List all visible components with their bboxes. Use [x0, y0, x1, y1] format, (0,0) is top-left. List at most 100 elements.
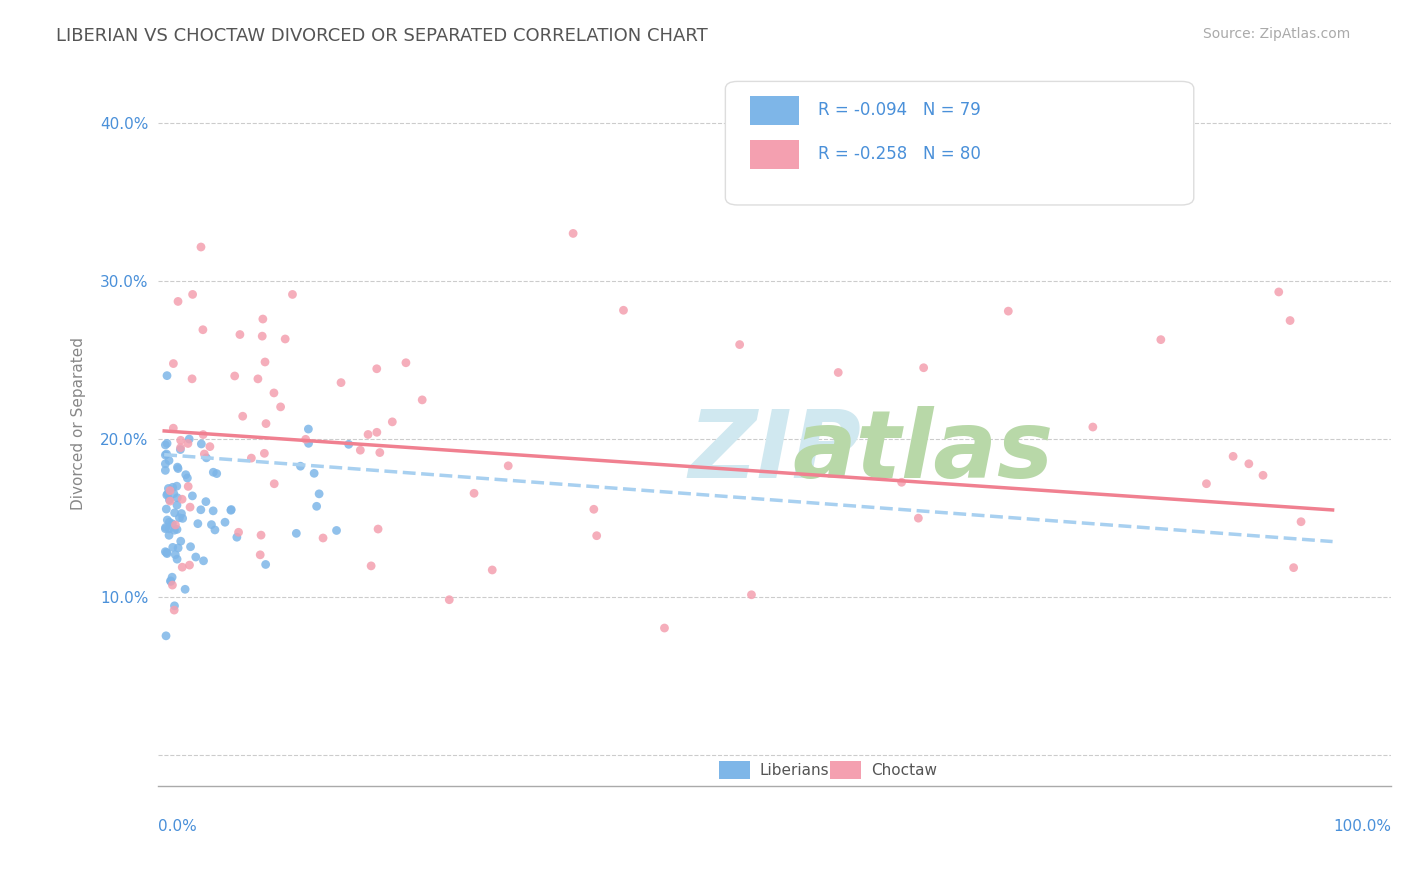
Choctaw: [193, 427, 215, 442]
Liberians: [156, 487, 179, 501]
Choctaw: [907, 511, 929, 525]
Liberians: [308, 487, 330, 501]
Liberians: [162, 516, 184, 531]
Liberians: [155, 545, 177, 559]
Liberians: [190, 502, 212, 516]
Choctaw: [162, 578, 184, 592]
Liberians: [194, 494, 217, 508]
Choctaw: [274, 332, 297, 346]
Liberians: [157, 515, 180, 529]
Liberians: [163, 599, 186, 613]
Liberians: [214, 515, 236, 529]
Choctaw: [253, 446, 276, 460]
Choctaw: [172, 492, 194, 507]
Choctaw: [366, 425, 388, 440]
Choctaw: [167, 294, 190, 309]
Liberians: [174, 467, 197, 482]
Choctaw: [250, 528, 273, 542]
Liberians: [163, 506, 186, 520]
Choctaw: [249, 548, 271, 562]
FancyBboxPatch shape: [830, 761, 860, 780]
Text: atlas: atlas: [792, 406, 1053, 498]
Liberians: [305, 500, 328, 514]
Choctaw: [411, 392, 433, 407]
Liberians: [290, 459, 312, 474]
Liberians: [166, 498, 188, 512]
Liberians: [204, 523, 226, 537]
Liberians: [155, 629, 177, 643]
Choctaw: [246, 372, 269, 386]
Choctaw: [169, 441, 191, 455]
Choctaw: [585, 529, 607, 543]
Liberians: [170, 507, 193, 521]
Liberians: [163, 523, 186, 537]
Choctaw: [1237, 457, 1260, 471]
Choctaw: [1282, 560, 1305, 574]
Liberians: [225, 530, 247, 544]
Liberians: [155, 438, 177, 452]
Liberians: [166, 460, 188, 475]
Choctaw: [367, 522, 389, 536]
Choctaw: [165, 518, 187, 533]
Liberians: [184, 549, 207, 564]
Liberians: [156, 513, 179, 527]
Choctaw: [1267, 285, 1289, 299]
Liberians: [285, 526, 308, 541]
Choctaw: [1081, 420, 1104, 434]
Choctaw: [159, 483, 181, 498]
Text: ZIP: ZIP: [689, 406, 860, 498]
Choctaw: [254, 417, 277, 431]
Liberians: [219, 502, 242, 516]
Liberians: [167, 461, 190, 475]
Liberians: [155, 545, 177, 559]
Liberians: [180, 540, 202, 554]
Y-axis label: Divorced or Separated: Divorced or Separated: [72, 336, 86, 509]
Choctaw: [179, 500, 201, 515]
Choctaw: [582, 502, 605, 516]
Choctaw: [1195, 476, 1218, 491]
Choctaw: [395, 356, 418, 370]
Choctaw: [252, 312, 274, 326]
Liberians: [176, 471, 198, 485]
Choctaw: [163, 603, 186, 617]
Choctaw: [1279, 313, 1302, 327]
Liberians: [156, 436, 179, 450]
Text: Choctaw: Choctaw: [870, 763, 936, 778]
Liberians: [172, 511, 194, 525]
Choctaw: [172, 560, 194, 574]
Choctaw: [253, 355, 276, 369]
Liberians: [169, 442, 191, 457]
Liberians: [160, 570, 183, 584]
Choctaw: [366, 361, 388, 376]
Liberians: [169, 511, 191, 525]
Choctaw: [162, 357, 184, 371]
FancyBboxPatch shape: [749, 139, 800, 169]
Choctaw: [728, 337, 751, 351]
Choctaw: [263, 476, 285, 491]
Choctaw: [654, 621, 676, 635]
Choctaw: [562, 227, 585, 241]
FancyBboxPatch shape: [720, 761, 749, 780]
Choctaw: [263, 386, 285, 401]
Choctaw: [191, 323, 214, 337]
Liberians: [155, 457, 177, 471]
Liberians: [170, 534, 193, 549]
Choctaw: [177, 436, 200, 450]
FancyBboxPatch shape: [749, 96, 800, 125]
Choctaw: [1251, 468, 1274, 483]
Liberians: [302, 467, 325, 481]
Text: Source: ZipAtlas.com: Source: ZipAtlas.com: [1202, 27, 1350, 41]
Choctaw: [229, 327, 252, 342]
Liberians: [219, 503, 242, 517]
Choctaw: [193, 447, 215, 461]
Choctaw: [190, 240, 212, 254]
Choctaw: [357, 427, 380, 442]
Liberians: [155, 522, 177, 536]
Choctaw: [912, 360, 935, 375]
Liberians: [254, 558, 277, 572]
Liberians: [187, 516, 209, 531]
Choctaw: [997, 304, 1019, 318]
Liberians: [166, 552, 188, 566]
Choctaw: [612, 303, 634, 318]
Liberians: [195, 450, 218, 465]
